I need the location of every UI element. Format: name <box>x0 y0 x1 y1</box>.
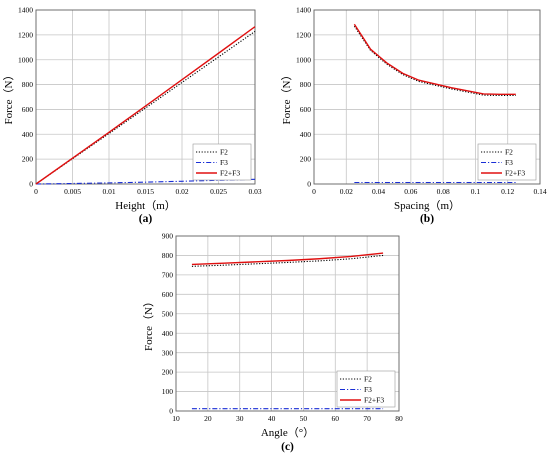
legend-label: F3 <box>220 158 228 167</box>
x-tick-label: 0.02 <box>175 187 188 196</box>
legend-box <box>477 143 537 181</box>
y-tick-label: 800 <box>22 80 34 89</box>
legend-label: F2+F3 <box>505 169 525 178</box>
x-tick-label: 80 <box>395 414 403 423</box>
y-tick-label: 400 <box>162 329 174 338</box>
y-tick-label: 1400 <box>296 6 311 15</box>
legend-label: F2 <box>220 148 228 157</box>
y-tick-label: 600 <box>300 105 312 114</box>
legend-box <box>336 370 396 408</box>
x-tick-label: 50 <box>300 414 308 423</box>
x-tick-label: 10 <box>172 414 180 423</box>
x-axis-label: Height（m） <box>115 199 176 212</box>
panel-label: (b) <box>420 213 434 225</box>
chart-panel-3: 10 20 30 40 50 60 70 80010020030040050060070080… <box>142 232 403 453</box>
y-tick-label: 800 <box>300 80 312 89</box>
panel-label: (a) <box>139 213 153 225</box>
x-tick-label: 20 <box>204 414 212 423</box>
y-tick-label: 200 <box>162 368 174 377</box>
y-tick-label: 700 <box>162 270 174 279</box>
x-axis-label: Spacing（m） <box>394 199 460 212</box>
y-tick-label: 1200 <box>296 30 311 39</box>
legend-box <box>192 143 252 181</box>
y-tick-label: 0 <box>29 180 33 189</box>
legend-label: F2 <box>505 148 513 157</box>
y-tick-label: 0 <box>307 180 311 189</box>
x-tick-label: 0.01 <box>102 187 115 196</box>
x-axis-label: Angle（°） <box>261 426 314 439</box>
x-tick-label: 0 <box>34 187 38 196</box>
x-tick-label: 0.03 <box>248 187 261 196</box>
x-tick-label: 70 <box>363 414 371 423</box>
y-tick-label: 900 <box>162 232 174 241</box>
x-tick-label: 0 <box>312 187 316 196</box>
series-line-f2-plus-f3 <box>353 23 516 95</box>
x-tick-label: 0.02 <box>340 187 353 196</box>
y-tick-label: 1000 <box>296 55 311 64</box>
legend-label: F3 <box>505 158 513 167</box>
y-tick-label: 0 <box>169 407 173 416</box>
series-line-f3 <box>35 178 256 185</box>
y-axis-label: Force（N） <box>2 70 15 125</box>
legend-label: F2 <box>364 375 372 384</box>
series-line-f2-plus-f3 <box>191 252 384 266</box>
x-tick-label: 0.08 <box>437 187 450 196</box>
x-tick-label: 30 <box>236 414 244 423</box>
y-tick-label: 300 <box>162 348 174 357</box>
plot-frame <box>35 9 256 185</box>
legend-label: F2+F3 <box>364 396 384 405</box>
y-tick-label: 800 <box>162 251 174 260</box>
series-line-f2 <box>35 30 256 185</box>
panel-label: (c) <box>281 441 294 453</box>
x-tick-label: 0.005 <box>64 187 81 196</box>
x-tick-label: 40 <box>268 414 276 423</box>
plot-frame <box>175 235 400 412</box>
x-tick-label: 60 <box>332 414 340 423</box>
y-tick-label: 200 <box>22 155 34 164</box>
x-tick-label: 0.04 <box>372 187 385 196</box>
x-tick-label: 0.025 <box>210 187 227 196</box>
y-tick-label: 400 <box>300 130 312 139</box>
y-tick-label: 100 <box>162 387 174 396</box>
x-tick-label: 0.1 <box>471 187 481 196</box>
y-tick-label: 600 <box>162 290 174 299</box>
chart-panel-1: 0 0.005 0.01 0.015 0.02 0.025 0.03 0 200 400 600 80… <box>2 6 262 225</box>
y-tick-label: 500 <box>162 309 174 318</box>
x-tick-label: 0.12 <box>501 187 514 196</box>
chart-panel-2: 0 0.02 0.04 0.06 0.08 0.1 0.12 0.14 0 200 400 600 80… <box>280 6 547 225</box>
y-axis-label: Force（N） <box>280 70 293 125</box>
x-tick-label: 0.015 <box>137 187 154 196</box>
series-line-f2 <box>353 25 516 97</box>
legend-label: F3 <box>364 385 372 394</box>
y-tick-label: 1200 <box>18 30 33 39</box>
series-line-f2 <box>191 254 384 267</box>
y-tick-label: 200 <box>300 155 312 164</box>
legend-label: F2+F3 <box>220 169 240 178</box>
y-tick-label: 400 <box>22 130 34 139</box>
plot-frame <box>313 9 541 185</box>
y-tick-label: 1400 <box>18 6 33 15</box>
series-line-f2-plus-f3 <box>35 26 256 185</box>
x-tick-label: 0.14 <box>533 187 546 196</box>
y-tick-label: 1000 <box>18 55 33 64</box>
x-tick-label: 0.06 <box>404 187 417 196</box>
y-tick-label: 600 <box>22 105 34 114</box>
y-axis-label: Force（N） <box>142 296 155 351</box>
